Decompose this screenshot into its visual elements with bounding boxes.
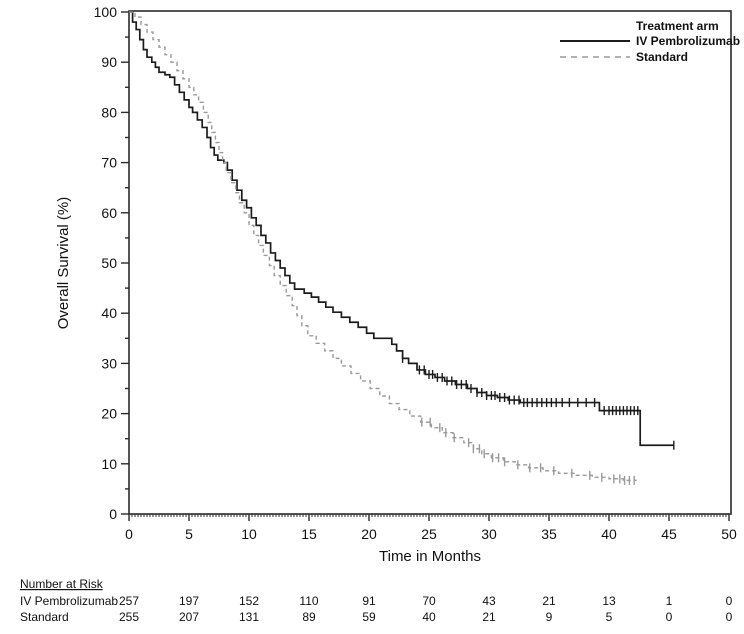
pembrolizumab-curve: [129, 11, 674, 447]
y-tick-label: 10: [101, 456, 117, 472]
y-tick-label: 70: [101, 155, 117, 171]
standard-curve: [129, 11, 637, 482]
y-tick-label: 40: [101, 305, 117, 321]
x-tick-label: 0: [125, 526, 133, 542]
risk-count-standard: 255: [119, 610, 139, 624]
x-tick-label: 45: [661, 526, 677, 542]
y-axis-title: Overall Survival (%): [55, 197, 72, 330]
risk-count-pembrolizumab: 70: [422, 594, 436, 608]
risk-count-pembrolizumab: 1: [666, 594, 673, 608]
legend-label-pembrolizumab: IV Pembrolizumab: [636, 34, 740, 48]
y-tick-label: 20: [101, 406, 117, 422]
risk-row-label-standard: Standard: [20, 610, 69, 624]
risk-count-standard: 5: [606, 610, 613, 624]
legend: Treatment arm IV Pembrolizumab Standard: [560, 19, 740, 64]
risk-table: Number at Risk IV Pembrolizumab Standard: [20, 577, 118, 624]
censor-marks: [401, 353, 675, 485]
y-axis-ticks: 0 10 20 30 40 50 60 70 80 90 100: [94, 4, 129, 522]
risk-count-pembrolizumab: 0: [726, 594, 733, 608]
risk-table-heading: Number at Risk: [20, 577, 104, 591]
x-tick-label: 5: [185, 526, 193, 542]
risk-count-pembrolizumab: 91: [362, 594, 376, 608]
x-tick-label: 40: [601, 526, 617, 542]
x-tick-label: 15: [301, 526, 317, 542]
y-tick-label: 90: [101, 54, 117, 70]
x-tick-label: 30: [481, 526, 497, 542]
risk-count-pembrolizumab: 43: [482, 594, 496, 608]
risk-count-pembrolizumab: 257: [119, 594, 139, 608]
x-tick-label: 50: [721, 526, 737, 542]
risk-count-standard: 207: [179, 610, 199, 624]
x-tick-label: 10: [241, 526, 257, 542]
x-tick-label: 25: [421, 526, 437, 542]
risk-count-pembrolizumab: 13: [602, 594, 616, 608]
risk-count-pembrolizumab: 197: [179, 594, 199, 608]
survival-curves: [129, 11, 674, 482]
y-tick-label: 60: [101, 205, 117, 221]
risk-count-pembrolizumab: 152: [239, 594, 259, 608]
y-tick-label: 0: [109, 506, 117, 522]
risk-count-standard: 89: [302, 610, 316, 624]
risk-count-standard: 40: [422, 610, 436, 624]
y-tick-label: 100: [94, 4, 118, 20]
x-axis-title: Time in Months: [379, 548, 481, 565]
risk-count-standard: 21: [482, 610, 496, 624]
risk-count-standard: 59: [362, 610, 376, 624]
risk-count-pembrolizumab: 110: [299, 594, 318, 608]
risk-count-standard: 9: [546, 610, 553, 624]
risk-count-standard: 131: [239, 610, 259, 624]
risk-row-label-pembrolizumab: IV Pembrolizumab: [20, 594, 118, 608]
risk-count-standard: 0: [726, 610, 733, 624]
y-tick-label: 80: [101, 104, 117, 120]
y-tick-label: 50: [101, 255, 117, 271]
legend-label-standard: Standard: [636, 50, 688, 64]
y-tick-label: 30: [101, 355, 117, 371]
legend-title: Treatment arm: [636, 19, 719, 33]
risk-count-pembrolizumab: 21: [542, 594, 556, 608]
risk-count-standard: 0: [666, 610, 673, 624]
x-tick-label: 35: [541, 526, 557, 542]
x-tick-label: 20: [361, 526, 377, 542]
x-axis-ticks: 0 5 10 15 20 25 30 35 40 45 50: [125, 514, 737, 542]
